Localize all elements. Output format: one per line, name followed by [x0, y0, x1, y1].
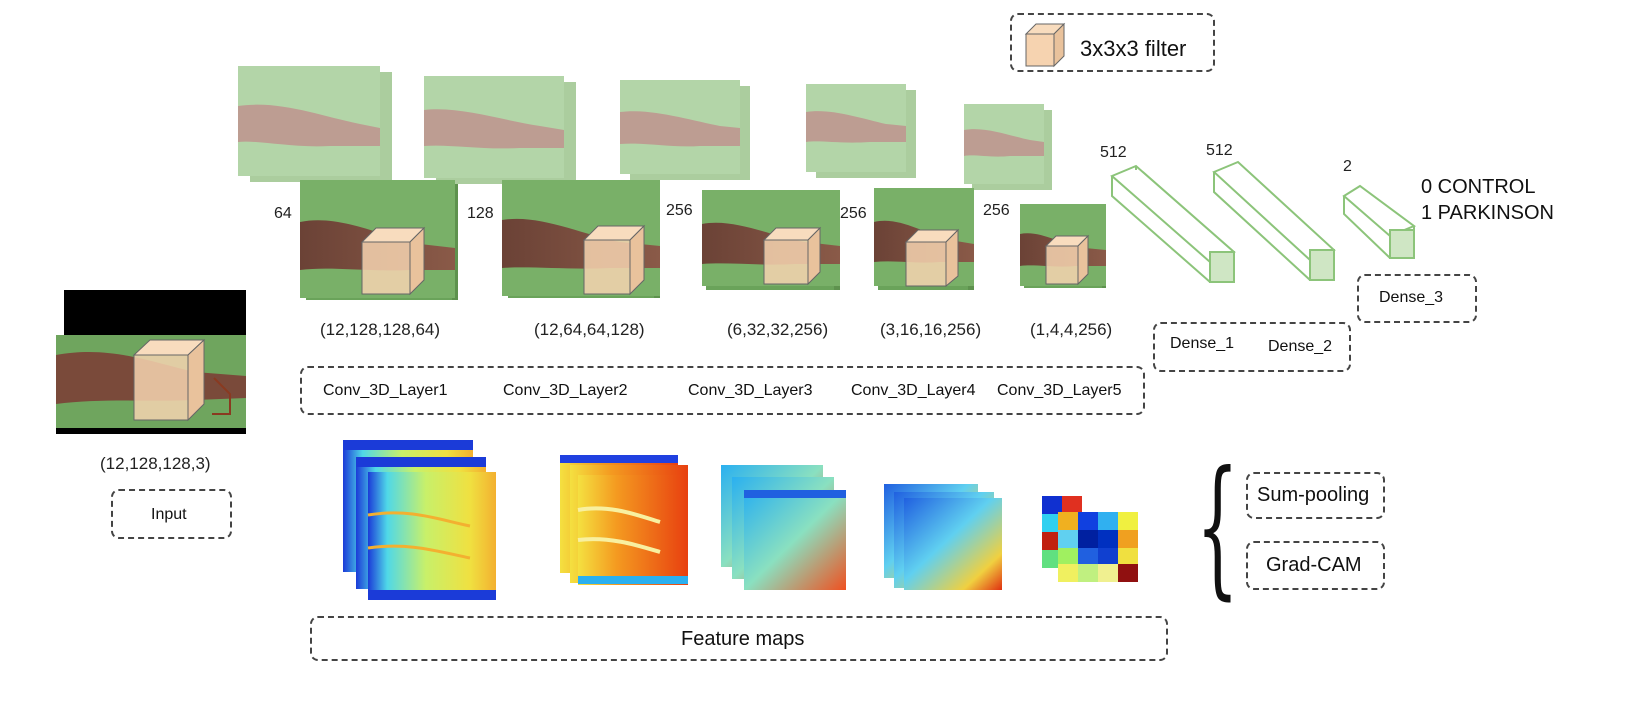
- conv2-name: Conv_3D_Layer2: [503, 382, 628, 399]
- conv4-name: Conv_3D_Layer4: [851, 382, 976, 399]
- dense-1-2-box: [1153, 322, 1351, 372]
- filter-legend-label: 3x3x3 filter: [1080, 36, 1187, 61]
- conv2-shape: (12,64,64,128): [534, 320, 645, 339]
- conv-upper-volumes: [238, 66, 1052, 190]
- filter-legend-box: [1010, 13, 1215, 72]
- feature-map-2: [560, 455, 688, 585]
- sum-pooling-label: Sum-pooling: [1257, 484, 1370, 506]
- feature-maps-box: [310, 616, 1168, 661]
- input-box: [111, 489, 232, 539]
- conv2-channels: 128: [467, 205, 494, 222]
- dense3-name: Dense_3: [1379, 289, 1444, 306]
- conv-block-3: [702, 190, 840, 290]
- dense1-name: Dense_1: [1170, 335, 1235, 352]
- output-class-1: 1 PARKINSON: [1421, 202, 1554, 224]
- conv-block-2: [502, 180, 660, 298]
- filter-legend-cube: [1024, 22, 1066, 68]
- conv5-name: Conv_3D_Layer5: [997, 382, 1122, 399]
- conv4-channels: 256: [840, 205, 867, 222]
- conv4-shape: (3,16,16,256): [880, 320, 982, 339]
- conv-block-1: [300, 180, 458, 300]
- input-shape: (12,128,128,3): [100, 454, 211, 473]
- dense2-name: Dense_2: [1268, 338, 1333, 355]
- feature-map-5: [1042, 496, 1138, 582]
- output-class-0: 0 CONTROL: [1421, 176, 1536, 198]
- conv-layers-box: [300, 366, 1145, 415]
- conv1-channels: 64: [274, 205, 292, 222]
- dense-3-prism: [1342, 184, 1417, 259]
- conv1-name: Conv_3D_Layer1: [323, 382, 448, 399]
- dense-1-prism: [1110, 164, 1236, 283]
- input-filter-cube: [132, 338, 206, 422]
- dense2-units: 512: [1206, 142, 1233, 159]
- conv-block-5: [1020, 204, 1106, 288]
- dense3-units: 2: [1343, 158, 1352, 175]
- conv3-name: Conv_3D_Layer3: [688, 382, 813, 399]
- conv3-channels: 256: [666, 202, 693, 219]
- feature-maps-label: Feature maps: [681, 628, 805, 650]
- curly-brace: {: [1196, 440, 1239, 614]
- conv-block-4: [874, 188, 974, 290]
- dense1-units: 512: [1100, 144, 1127, 161]
- input-label: Input: [151, 506, 187, 523]
- sum-pooling-box: [1246, 472, 1385, 519]
- conv1-shape: (12,128,128,64): [320, 320, 441, 339]
- dense-2-prism: [1212, 160, 1336, 281]
- dense-3-box: [1357, 274, 1477, 323]
- grad-cam-label: Grad-CAM: [1266, 554, 1362, 576]
- feature-map-4: [884, 484, 1002, 590]
- feature-map-1: [343, 440, 496, 600]
- feature-map-3: [721, 465, 846, 590]
- conv5-shape: (1,4,4,256): [1030, 320, 1113, 339]
- grad-cam-box: [1246, 541, 1385, 590]
- conv3-shape: (6,32,32,256): [727, 320, 829, 339]
- conv5-channels: 256: [983, 202, 1010, 219]
- input-volume: [56, 290, 246, 434]
